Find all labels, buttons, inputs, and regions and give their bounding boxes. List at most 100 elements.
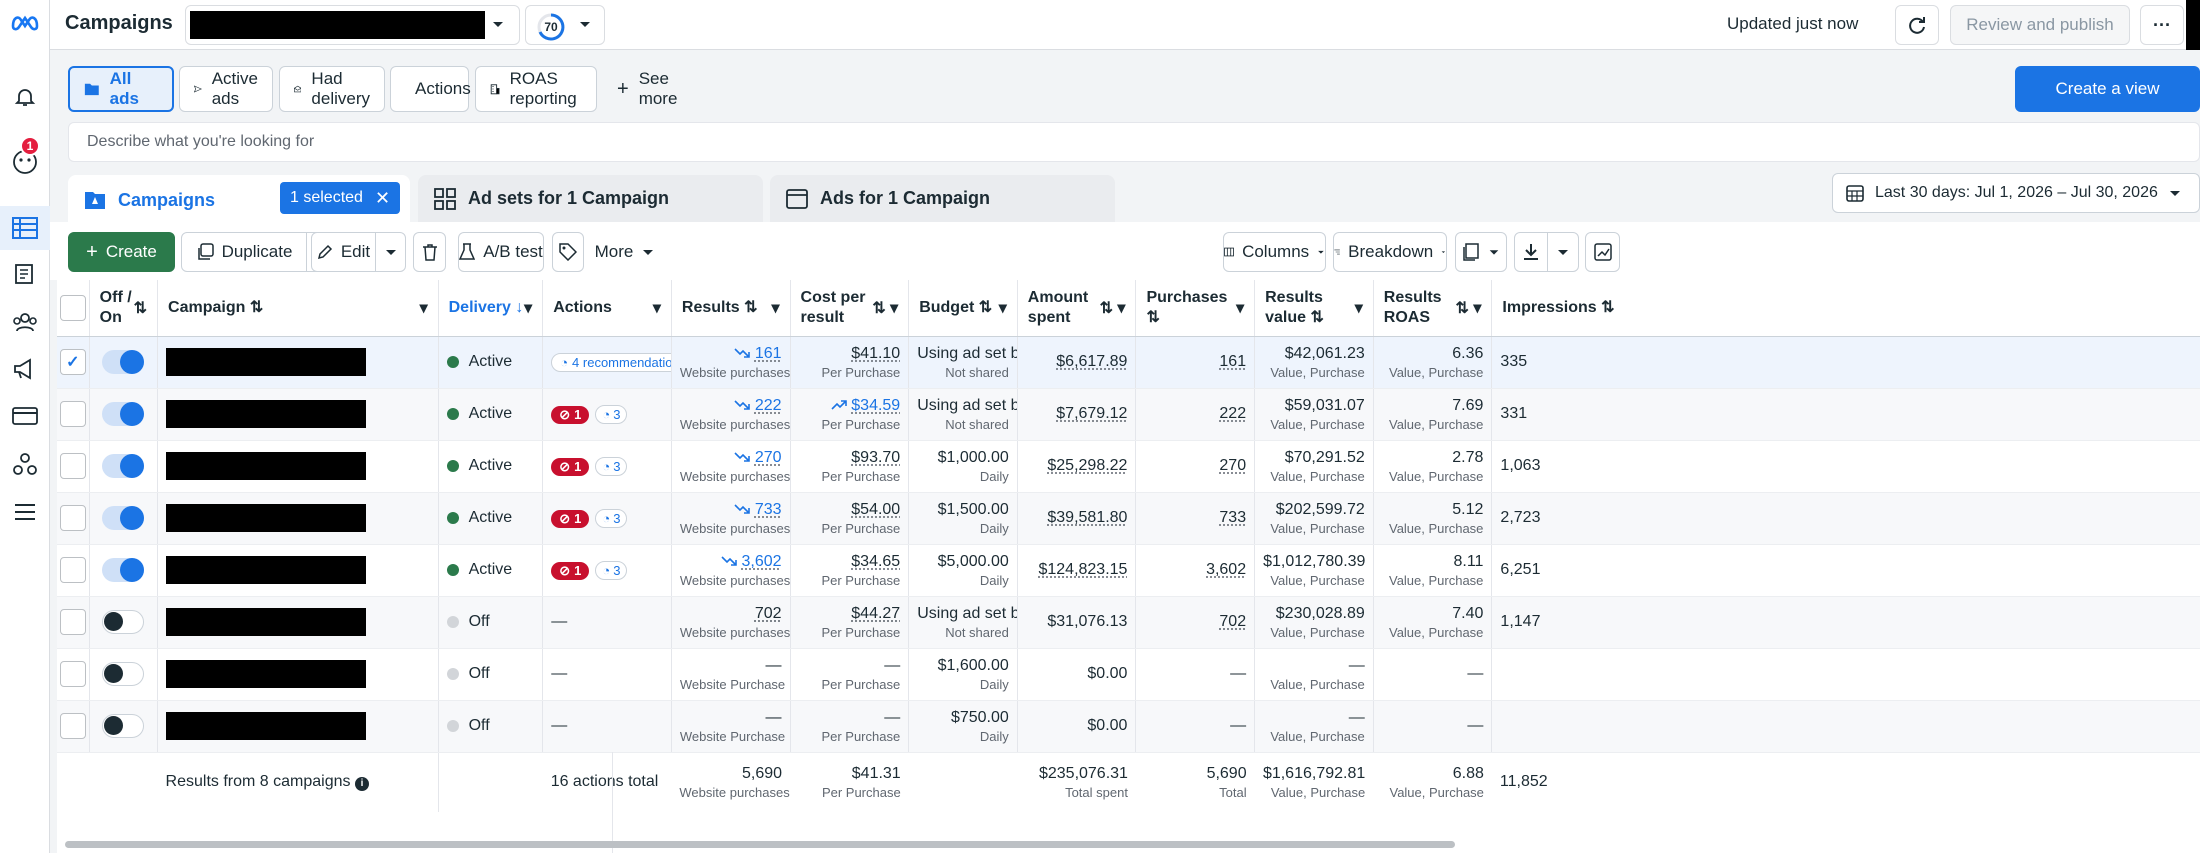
campaign-row[interactable]: Active ⊘ 1 ◔ 3 3,602 Website purchases $34.65 P… xyxy=(57,544,2200,597)
breakdown-button[interactable]: Breakdown xyxy=(1333,232,1447,272)
redacted-campaign-name[interactable] xyxy=(166,400,367,428)
campaign-toggle[interactable] xyxy=(102,402,145,426)
tab-ads[interactable]: Ads for 1 Campaign xyxy=(770,175,1115,222)
redacted-campaign-name[interactable] xyxy=(166,660,367,688)
campaign-toggle[interactable] xyxy=(102,610,145,634)
duplicate-button[interactable]: Duplicate xyxy=(181,232,307,272)
campaign-toggle[interactable] xyxy=(102,506,145,530)
view-tab-roas-reporting[interactable]: ROAS reporting xyxy=(475,66,597,112)
meta-logo-icon[interactable] xyxy=(0,0,50,44)
col-header-results-roas[interactable]: Results ROAS ⇅ ▾ xyxy=(1373,280,1493,337)
edit-button[interactable]: Edit xyxy=(311,232,376,272)
cost-per-result-cell[interactable]: $54.00 Per Purchase xyxy=(790,492,910,545)
more-actions-button[interactable]: More xyxy=(593,232,657,272)
cost-per-result-cell[interactable]: — Per Purchase xyxy=(790,648,910,701)
campaign-row[interactable]: Active ⊘ 1 ◔ 3 270 Website purchases $93.70 Per… xyxy=(57,440,2200,493)
row-checkbox[interactable] xyxy=(59,505,86,531)
export-button[interactable] xyxy=(1514,232,1548,272)
billing-card-icon[interactable] xyxy=(0,394,50,438)
reports-menu-button[interactable] xyxy=(1455,232,1507,272)
refresh-button[interactable] xyxy=(1895,5,1939,45)
campaign-row[interactable]: Off — — Website Purchase — Per Purchase $1,600… xyxy=(57,648,2200,701)
results-cell[interactable]: 702 Website purchases xyxy=(671,596,791,649)
recommendations-count-pill[interactable]: ◔ 3 xyxy=(595,404,628,424)
audiences-icon[interactable] xyxy=(0,300,50,344)
row-checkbox[interactable]: ✓ xyxy=(59,349,86,375)
cost-per-result-cell[interactable]: $34.65 Per Purchase xyxy=(790,544,910,597)
reports-icon[interactable] xyxy=(0,252,50,296)
row-checkbox[interactable] xyxy=(59,557,86,583)
campaign-row[interactable]: Active ⊘ 1 ◔ 3 222 Website purchases $34.59 Pe… xyxy=(57,388,2200,441)
campaign-row[interactable]: Active ⊘ 1 ◔ 3 733 Website purchases $54.00 Per… xyxy=(57,492,2200,545)
campaign-toggle[interactable] xyxy=(102,662,145,686)
budget-cell[interactable]: $1,600.00 Daily xyxy=(908,648,1018,701)
budget-cell[interactable]: $1,000.00 Daily xyxy=(908,440,1018,493)
cost-per-result-cell[interactable]: — Per Purchase xyxy=(790,700,910,753)
export-dropdown-button[interactable] xyxy=(1547,232,1579,272)
recommendations-count-pill[interactable]: ◔ 3 xyxy=(595,560,628,580)
campaign-megaphone-icon[interactable] xyxy=(0,347,50,391)
results-cell[interactable]: 161 Website purchases xyxy=(671,336,791,389)
horizontal-scrollbar[interactable] xyxy=(65,841,1455,848)
recommendations-count-pill[interactable]: ◔ 3 xyxy=(595,508,628,528)
error-pill[interactable]: ⊘ 1 xyxy=(551,457,590,476)
recommendations-pill[interactable]: ◔4 recommendations xyxy=(551,352,671,372)
row-checkbox[interactable] xyxy=(59,713,86,739)
tag-button[interactable] xyxy=(552,232,584,272)
error-pill[interactable]: ⊘ 1 xyxy=(551,405,590,424)
redacted-campaign-name[interactable] xyxy=(166,712,367,740)
select-all-checkbox[interactable] xyxy=(59,294,86,321)
cost-per-result-cell[interactable]: $41.10 Per Purchase xyxy=(790,336,910,389)
campaign-row[interactable]: Off — — Website Purchase — Per Purchase $750.0… xyxy=(57,700,2200,753)
col-header-delivery[interactable]: Delivery ↓ ▾ xyxy=(438,280,544,337)
recommendations-count-pill[interactable]: ◔ 3 xyxy=(595,456,628,476)
results-cell[interactable]: — Website Purchase xyxy=(671,648,791,701)
cost-per-result-cell[interactable]: $34.59 Per Purchase xyxy=(790,388,910,441)
date-range-picker[interactable]: Last 30 days: Jul 1, 2026 – Jul 30, 2026 xyxy=(1832,173,2200,213)
close-icon[interactable]: ✕ xyxy=(374,187,391,208)
create-view-button[interactable]: Create a view xyxy=(2015,66,2200,112)
error-pill[interactable]: ⊘ 1 xyxy=(551,561,590,580)
delete-button[interactable] xyxy=(413,232,446,272)
charts-toggle-button[interactable] xyxy=(1585,232,1620,272)
budget-cell[interactable]: Using ad set bu...Not shared xyxy=(908,336,1018,389)
budget-cell[interactable]: Using ad set bu...Not shared xyxy=(908,596,1018,649)
row-checkbox[interactable] xyxy=(59,661,86,687)
see-more-views-button[interactable]: + See more xyxy=(603,66,698,112)
campaign-row[interactable]: Off — 702 Website purchases $44.27 Per Purcha… xyxy=(57,596,2200,649)
budget-cell[interactable]: $1,500.00 Daily xyxy=(908,492,1018,545)
view-tab-active-ads[interactable]: Active ads xyxy=(179,66,273,112)
redacted-campaign-name[interactable] xyxy=(166,452,367,480)
campaign-toggle[interactable] xyxy=(102,558,145,582)
redacted-campaign-name[interactable] xyxy=(166,556,367,584)
budget-cell[interactable]: $750.00 Daily xyxy=(908,700,1018,753)
campaign-toggle[interactable] xyxy=(102,454,145,478)
row-checkbox[interactable] xyxy=(59,453,86,479)
budget-cell[interactable]: Using ad set bu...Not shared xyxy=(908,388,1018,441)
ab-test-button[interactable]: A/B test xyxy=(458,232,544,272)
all-tools-menu-icon[interactable] xyxy=(0,490,50,534)
search-input[interactable]: Describe what you're looking for xyxy=(68,122,2200,162)
results-cell[interactable]: 222 Website purchases xyxy=(671,388,791,441)
results-cell[interactable]: — Website Purchase xyxy=(671,700,791,753)
columns-button[interactable]: Columns xyxy=(1223,232,1326,272)
more-options-button[interactable]: ··· xyxy=(2140,5,2184,45)
error-pill[interactable]: ⊘ 1 xyxy=(551,509,590,528)
results-cell[interactable]: 3,602 Website purchases xyxy=(671,544,791,597)
results-cell[interactable]: 270 Website purchases xyxy=(671,440,791,493)
info-icon[interactable]: i xyxy=(354,777,369,792)
notifications-icon[interactable] xyxy=(0,75,50,119)
selection-pill[interactable]: 1 selected ✕ xyxy=(280,182,401,214)
col-header-results[interactable]: Results ⇅ ▾ xyxy=(671,280,791,337)
ads-manager-table-icon[interactable] xyxy=(0,206,50,250)
col-header-amount-spent[interactable]: Amount spent ⇅ ▾ xyxy=(1017,280,1137,337)
redacted-campaign-name[interactable] xyxy=(166,504,367,532)
budget-cell[interactable]: $5,000.00 Daily xyxy=(908,544,1018,597)
campaign-toggle[interactable] xyxy=(102,350,145,374)
campaign-toggle[interactable] xyxy=(102,714,145,738)
cost-per-result-cell[interactable]: $44.27 Per Purchase xyxy=(790,596,910,649)
col-header-purchases[interactable]: Purchases ⇅ ▾ xyxy=(1135,280,1256,337)
ad-account-selector[interactable] xyxy=(185,5,520,45)
review-and-publish-button[interactable]: Review and publish xyxy=(1950,5,2130,45)
